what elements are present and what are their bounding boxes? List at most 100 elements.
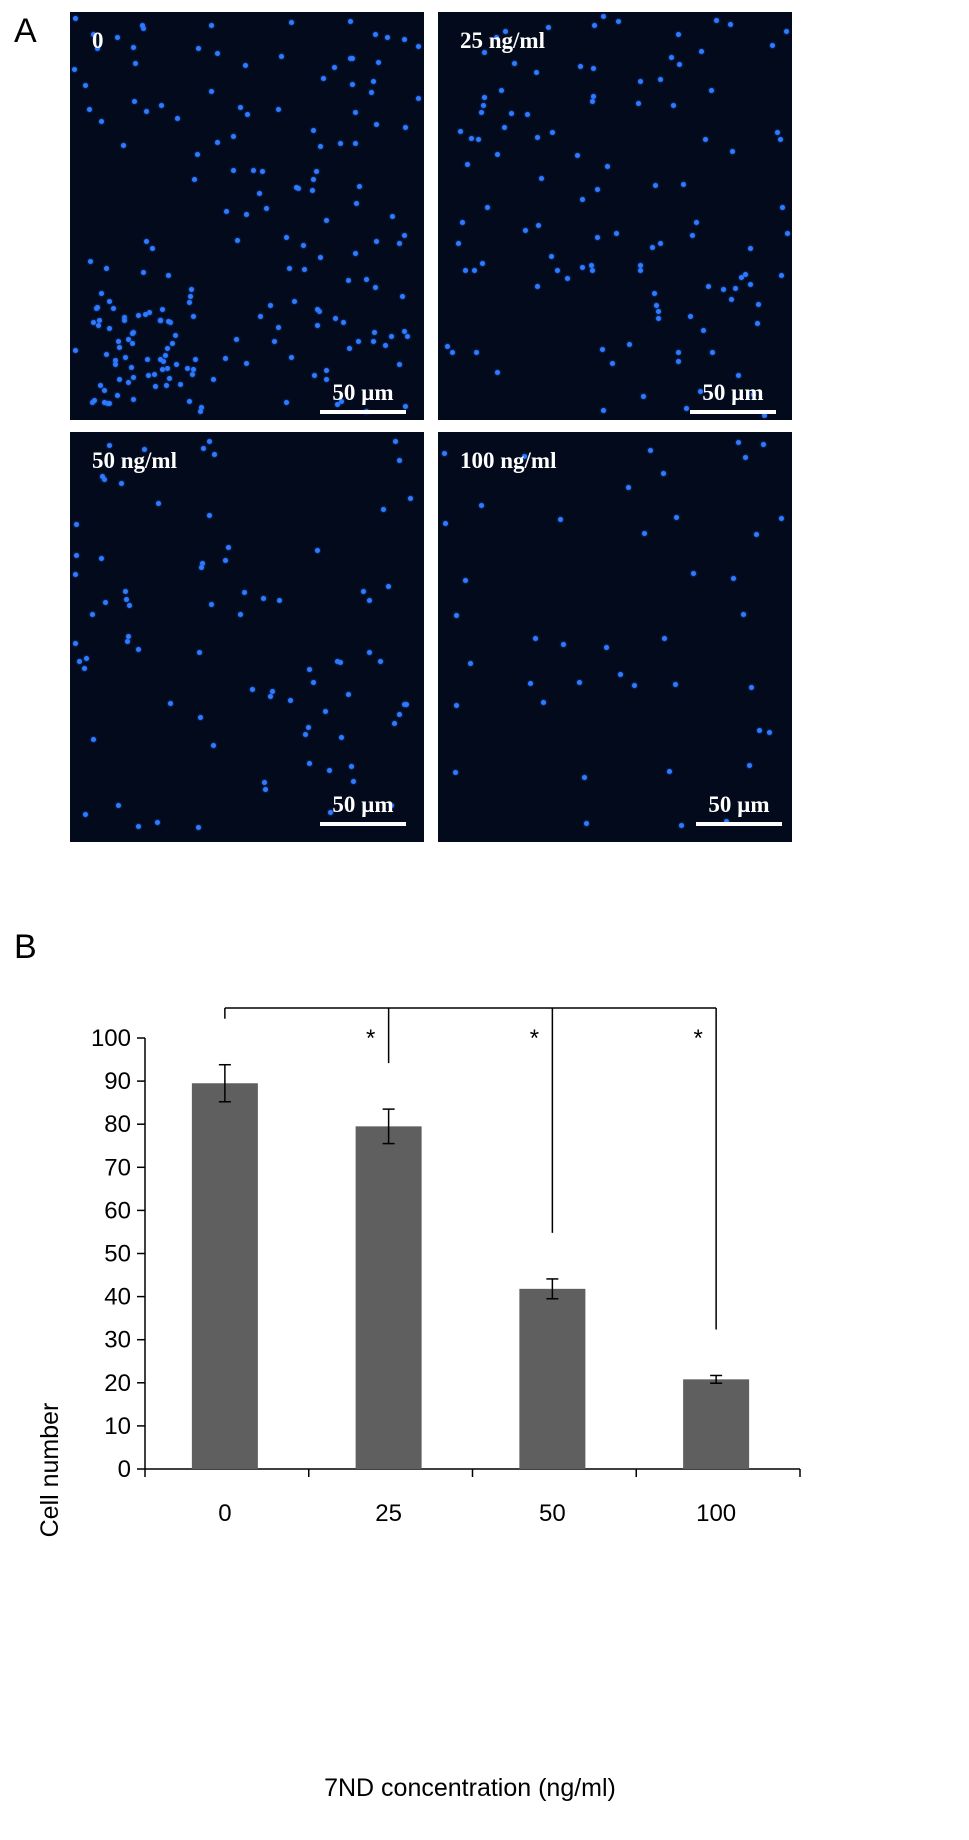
nucleus <box>690 232 696 238</box>
nucleus <box>591 93 597 99</box>
nucleus <box>502 125 508 131</box>
nucleus <box>209 601 215 607</box>
nucleus <box>338 734 344 740</box>
nucleus <box>125 634 131 640</box>
nucleus <box>121 315 127 321</box>
nucleus <box>370 79 376 85</box>
nucleus <box>106 443 112 449</box>
scale-bar <box>696 822 782 826</box>
nucleus <box>174 115 180 121</box>
nucleus <box>82 812 88 818</box>
nucleus <box>780 204 786 210</box>
nucleus <box>136 647 142 653</box>
nucleus <box>226 544 232 550</box>
nucleus <box>83 83 89 89</box>
nucleus <box>456 241 462 247</box>
nucleus <box>738 275 744 281</box>
nucleus <box>157 317 163 323</box>
nucleus <box>371 339 377 345</box>
nucleus <box>300 242 306 248</box>
nucleus <box>115 34 121 40</box>
nucleus <box>610 360 616 366</box>
nucleus <box>364 277 370 283</box>
nucleus <box>126 603 132 609</box>
nucleus <box>713 17 719 23</box>
nucleus <box>493 35 499 41</box>
nucleus <box>72 348 78 354</box>
nucleus <box>195 45 201 51</box>
nucleus <box>111 306 117 312</box>
nucleus <box>211 451 217 457</box>
nucleus <box>275 106 281 112</box>
nucleus <box>747 281 753 287</box>
nucleus <box>173 333 179 339</box>
nucleus <box>238 104 244 110</box>
micrograph-label: 100 ng/ml <box>460 448 557 473</box>
nucleus <box>173 362 179 368</box>
nucleus <box>403 404 409 410</box>
nucleus <box>708 88 714 94</box>
nucleus <box>668 54 674 60</box>
significance-asterisk: * <box>530 1025 539 1052</box>
nucleus <box>658 240 663 246</box>
nucleus <box>584 821 590 827</box>
nucleus <box>167 701 173 707</box>
nucleus <box>652 290 658 296</box>
nucleus <box>91 31 97 37</box>
nucleus <box>243 62 249 68</box>
nucleus <box>561 641 567 647</box>
nucleus <box>407 495 413 501</box>
nucleus <box>311 373 317 379</box>
nucleus <box>98 118 104 124</box>
nucleus <box>352 250 358 256</box>
nucleus <box>579 265 585 271</box>
nucleus <box>549 129 555 135</box>
nucleus <box>91 319 97 325</box>
nucleus <box>102 400 108 406</box>
nucleus <box>287 697 293 703</box>
nucleus <box>92 398 98 403</box>
nucleus <box>159 307 165 313</box>
nucleus <box>475 137 481 143</box>
nucleus <box>104 265 110 271</box>
nucleus <box>223 355 229 361</box>
nucleus <box>779 273 785 279</box>
nucleus <box>190 367 196 373</box>
nucleus <box>188 287 194 293</box>
nucleus <box>402 328 408 334</box>
nucleus <box>728 22 734 28</box>
nucleus <box>149 246 155 252</box>
nucleus <box>499 87 505 93</box>
nucleus <box>331 65 337 71</box>
nucleus <box>371 330 377 336</box>
nucleus <box>627 341 633 347</box>
nucleus <box>730 576 736 582</box>
nucleus <box>479 260 485 266</box>
nucleus <box>590 65 596 71</box>
x-tick-label: 0 <box>218 1500 231 1527</box>
y-tick-label: 30 <box>104 1327 131 1354</box>
nucleus <box>650 245 656 251</box>
nucleus <box>750 392 756 398</box>
nucleus <box>318 143 324 149</box>
nucleus <box>321 75 327 81</box>
nucleus <box>350 55 356 61</box>
nucleus <box>117 377 123 383</box>
nucleus <box>115 393 121 399</box>
nucleus <box>167 375 173 381</box>
nucleus <box>454 702 460 708</box>
nucleus <box>159 366 165 372</box>
nucleus <box>382 342 388 348</box>
nucleus <box>302 267 308 273</box>
nucleus <box>268 694 274 700</box>
nucleus <box>378 658 384 664</box>
nucleus <box>258 314 264 320</box>
nucleus <box>415 44 421 50</box>
scale-bar <box>690 410 776 414</box>
nucleus <box>310 176 316 182</box>
nucleus <box>675 350 681 356</box>
nucleus <box>82 666 88 672</box>
nucleus <box>72 640 78 646</box>
nucleus <box>106 325 112 331</box>
nucleus <box>353 109 359 115</box>
